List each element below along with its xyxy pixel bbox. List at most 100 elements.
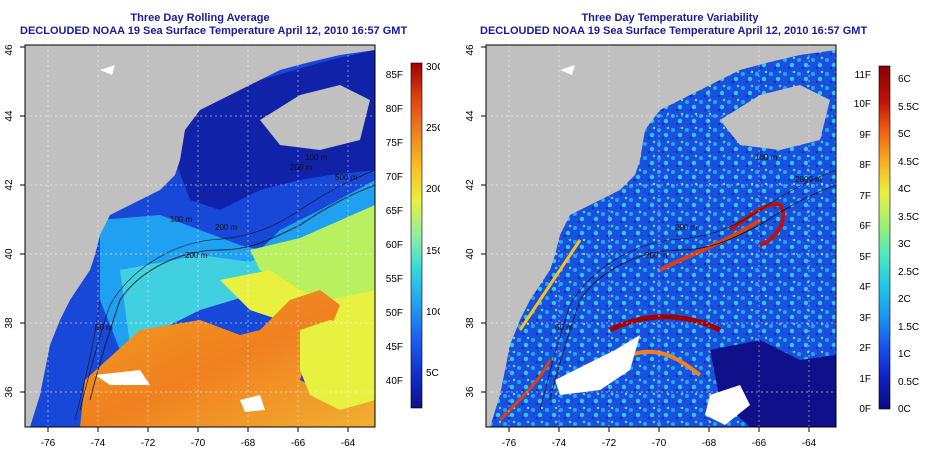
left-title-line2: DECLOUDED NOAA 19 Sea Surface Temperatur…: [20, 25, 408, 37]
left-colorbar-f-labels: 40F 45F 50F 55F 60F 65F 70F 75F 80F 85F: [386, 70, 403, 387]
colorbar-c-label: 30C: [426, 62, 440, 73]
colorbar-c-label: 1.5C: [898, 322, 919, 333]
colorbar-f-label: 80F: [386, 104, 403, 115]
colorbar-f-label: 50F: [386, 308, 403, 319]
right-front-3: [629, 349, 702, 377]
x-tick-label: -68: [241, 438, 256, 449]
left-contour-50m: [74, 299, 101, 421]
colorbar-f-label: 75F: [386, 138, 403, 149]
left-map-frame: [24, 44, 376, 428]
y-tick-label: 40: [465, 248, 476, 260]
contour-label: 100 m: [170, 215, 193, 224]
colorbar-c-label: 4.5C: [898, 157, 919, 168]
y-tick-label: 38: [465, 317, 476, 329]
left-land: [25, 45, 375, 427]
colorbar-f-label: 2F: [859, 343, 871, 354]
x-tick-label: -76: [41, 438, 56, 449]
right-variability-map: 200 m 100 m 2000 m 50 m 200 m -76 -74 -7…: [465, 44, 919, 449]
left-contour-100m: [79, 169, 375, 411]
x-tick-label: -70: [191, 438, 206, 449]
right-map-frame: [485, 44, 837, 428]
colorbar-c-label: 20C: [426, 184, 440, 195]
colorbar-f-label: 6F: [859, 221, 871, 232]
right-front-1: [608, 314, 722, 333]
right-map-title: Three Day Temperature Variability DECLOU…: [480, 12, 868, 38]
right-nodata-patch: [705, 385, 750, 425]
right-contour-100m: [539, 169, 836, 411]
colorbar-c-label: 0C: [898, 404, 911, 415]
colorbar-f-label: 4F: [859, 282, 871, 293]
right-shelf-front: [518, 239, 582, 331]
colorbar-c-label: 1C: [898, 349, 911, 360]
colorbar-f-label: 55F: [386, 274, 403, 285]
colorbar-f-label: 0F: [859, 404, 871, 415]
x-tick-label: -72: [602, 438, 617, 449]
left-title-line1: Three Day Rolling Average: [130, 12, 270, 24]
y-tick-label: 46: [4, 44, 15, 56]
colorbar-c-label: 0.5C: [898, 377, 919, 388]
colorbar-c-label: 5C: [426, 368, 439, 379]
colorbar-c-label: 5.5C: [898, 102, 919, 113]
contour-label: 200 m: [290, 163, 313, 172]
colorbar-c-label: 2.5C: [898, 267, 919, 278]
colorbar-f-label: 60F: [386, 240, 403, 251]
left-nodata-patch: [95, 370, 150, 385]
left-gridlines: [25, 45, 375, 427]
x-tick-label: -66: [752, 438, 767, 449]
x-tick-label: -66: [291, 438, 306, 449]
right-contour-200m: [549, 184, 836, 401]
right-title-line1: Three Day Temperature Variability: [581, 12, 759, 24]
x-tick-label: -76: [502, 438, 517, 449]
x-tick-label: -72: [141, 438, 156, 449]
colorbar-f-label: 5F: [859, 252, 871, 263]
colorbar-f-label: 70F: [386, 172, 403, 183]
left-colorbar-c-labels: 5C 10C 15C 20C 25C 30C: [426, 62, 440, 379]
right-land: [486, 45, 836, 427]
left-y-axis: 36 38 40 42 44 46: [4, 44, 25, 398]
x-tick-label: -64: [802, 438, 817, 449]
right-y-axis: 36 38 40 42 44 46: [465, 44, 486, 398]
left-gulf-stream: [80, 290, 375, 427]
colorbar-c-label: 4C: [898, 184, 911, 195]
y-tick-label: 42: [4, 179, 15, 191]
left-map-title: Three Day Rolling Average DECLOUDED NOAA…: [20, 12, 408, 38]
y-tick-label: 42: [465, 179, 476, 191]
contour-label: 50 m: [555, 323, 573, 332]
y-tick-label: 44: [465, 110, 476, 122]
right-colorbar-f-labels: 0F 1F 2F 3F 4F 5F 6F 7F 8F 9F 10F 11F: [854, 70, 871, 415]
x-tick-label: -64: [341, 438, 356, 449]
contour-label: 200 m: [675, 223, 698, 232]
right-contour-labels: 200 m 100 m 2000 m 50 m 200 m: [555, 153, 822, 332]
y-tick-label: 38: [4, 317, 15, 329]
colorbar-f-label: 8F: [859, 160, 871, 171]
colorbar-f-label: 40F: [386, 376, 403, 387]
x-tick-label: -68: [702, 438, 717, 449]
left-contour-200m: [89, 184, 375, 401]
y-tick-label: 46: [465, 44, 476, 56]
contour-label: 500 m: [335, 173, 358, 182]
contour-label: 200 m: [645, 251, 668, 260]
left-yellow-east: [300, 320, 375, 410]
y-tick-label: 44: [4, 110, 15, 122]
colorbar-f-label: 45F: [386, 342, 403, 353]
right-eddy: [728, 202, 786, 247]
colorbar-f-label: 1F: [859, 374, 871, 385]
y-tick-label: 36: [465, 386, 476, 398]
colorbar-f-label: 65F: [386, 206, 403, 217]
contour-label: 100 m: [755, 153, 778, 162]
colorbar-c-label: 5C: [898, 129, 911, 140]
left-x-axis: -76 -74 -72 -70 -68 -66 -64: [41, 427, 356, 449]
colorbar-c-label: 15C: [426, 246, 440, 257]
right-title-line2: DECLOUDED NOAA 19 Sea Surface Temperatur…: [480, 25, 868, 37]
colorbar-c-label: 6C: [898, 74, 911, 85]
right-nodata-wedge: [555, 335, 640, 395]
colorbar-c-label: 3C: [898, 239, 911, 250]
colorbar-f-label: 7F: [859, 191, 871, 202]
x-tick-label: -70: [652, 438, 667, 449]
left-nodata-patch-2: [240, 395, 265, 412]
y-tick-label: 40: [4, 248, 15, 260]
left-green-band: [250, 205, 375, 300]
right-colorbar: [878, 65, 891, 410]
colorbar-c-label: 2C: [898, 294, 911, 305]
colorbar-c-label: 10C: [426, 307, 440, 318]
